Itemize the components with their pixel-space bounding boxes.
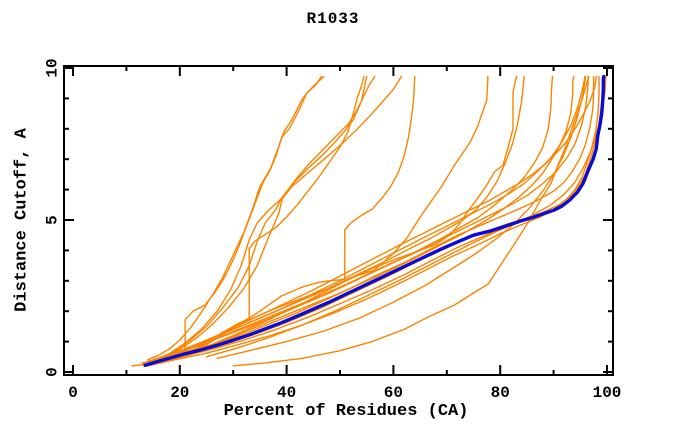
curve-model-mid-94 [189,75,575,353]
curve-model-mid-84 [163,75,525,358]
y-tick-label: 0 [44,367,62,377]
curve-model-steep-2 [152,75,368,362]
x-tick-label: 80 [491,384,510,402]
chart-title: R1033 [306,10,360,28]
curve-model-bundle-6 [157,75,597,359]
curve-model-bundle-3 [152,75,586,361]
curve-model-jump-a [141,75,322,365]
x-tick-label: 60 [384,384,403,402]
curve-model-mid-83 [200,75,518,350]
y-tick-label: 10 [44,58,62,77]
curve-model-low-1 [232,75,590,367]
x-tick-label: 20 [170,384,189,402]
x-tick-label: 0 [68,384,78,402]
curve-model-mid-90 [168,75,554,356]
x-axis-title: Percent of Residues (CA) [223,402,469,421]
x-tick-label: 40 [277,384,296,402]
curve-model-mid-64 [179,75,416,356]
curve-model-steep-4 [149,75,403,363]
curve-model-bundle-4 [147,75,600,367]
curve-model-mid-78 [179,75,489,355]
curve-model-bundle-1 [141,75,595,364]
curve-model-bundle-2 [147,75,589,363]
x-tick-label: 100 [593,384,622,402]
curve-model-steep-3 [157,75,376,360]
curve-model-bundle-5 [144,75,604,366]
curve-highlighted-model [143,74,606,367]
y-tick-label: 5 [44,215,62,225]
curve-model-bundle-7 [130,75,605,367]
